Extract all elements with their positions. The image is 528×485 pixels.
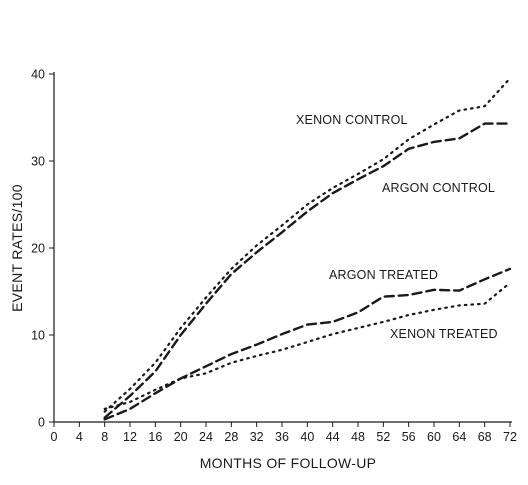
axes xyxy=(53,72,512,423)
y-tick-label: 30 xyxy=(31,155,45,169)
y-tick-label: 10 xyxy=(31,329,45,343)
x-tick-label: 44 xyxy=(326,430,340,444)
x-tick-label: 12 xyxy=(123,430,137,444)
y-tick-label: 40 xyxy=(31,68,45,82)
x-axis-title: MONTHS OF FOLLOW-UP xyxy=(200,455,377,471)
x-tick-label: 24 xyxy=(199,430,213,444)
series-line-xenon-control xyxy=(103,77,512,413)
y-tick-label: 0 xyxy=(38,416,45,430)
y-axis-ticks: 0 10 20 30 40 xyxy=(31,68,54,430)
series-line-argon-treated xyxy=(103,267,512,421)
annotation-argon-control: ARGON CONTROL xyxy=(382,181,495,195)
annotation-xenon-treated: XENON TREATED xyxy=(390,327,498,341)
x-tick-label: 52 xyxy=(376,430,390,444)
x-tick-label: 60 xyxy=(427,430,441,444)
x-tick-label: 20 xyxy=(174,430,188,444)
x-tick-label: 4 xyxy=(76,430,83,444)
series-annotations: XENON CONTROL ARGON CONTROL ARGON TREATED X… xyxy=(296,113,498,341)
x-tick-label: 68 xyxy=(478,430,492,444)
x-tick-label: 72 xyxy=(503,430,517,444)
x-tick-label: 8 xyxy=(101,430,108,444)
x-tick-label: 40 xyxy=(300,430,314,444)
annotation-xenon-control: XENON CONTROL xyxy=(296,113,408,127)
x-tick-label: 0 xyxy=(51,430,58,444)
x-tick-label: 64 xyxy=(452,430,466,444)
series-lines xyxy=(103,77,512,421)
y-tick-label: 20 xyxy=(31,242,45,256)
series-line-argon-control xyxy=(103,122,512,419)
series-line-xenon-treated xyxy=(103,281,512,410)
x-tick-label: 36 xyxy=(275,430,289,444)
x-tick-label: 56 xyxy=(402,430,416,444)
x-tick-label: 16 xyxy=(148,430,162,444)
y-axis-title: EVENT RATES/100 xyxy=(9,184,25,312)
x-tick-label: 48 xyxy=(351,430,365,444)
x-tick-label: 28 xyxy=(224,430,238,444)
x-tick-label: 32 xyxy=(250,430,264,444)
annotation-argon-treated: ARGON TREATED xyxy=(329,268,438,282)
x-axis-ticks: 0 4 8 12 16 20 24 28 32 36 40 44 48 52 56 60 64 68 72 xyxy=(51,422,517,444)
